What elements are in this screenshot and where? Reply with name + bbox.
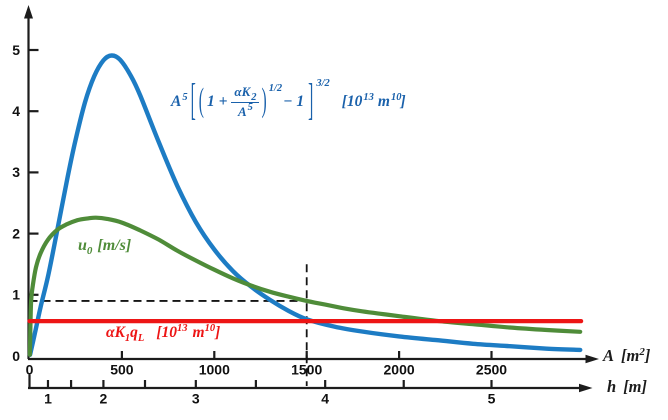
bracket-exponent: 3/2 xyxy=(316,77,330,89)
red-units: [1013 m10] xyxy=(156,323,221,341)
red-line-label: αK1qL [1013 m10] xyxy=(106,323,221,344)
x-tick-label: 1000 xyxy=(199,362,230,378)
big-left-paren: ( xyxy=(198,83,204,120)
x-axis-h-label: h [m] xyxy=(607,377,648,396)
green-curve-label: u0 [m/s] xyxy=(78,237,132,257)
paren-exponent: 1/2 xyxy=(268,82,283,94)
y-tick-label: 1 xyxy=(12,287,20,303)
h-tick-label: 5 xyxy=(488,391,496,407)
y-tick-label: 2 xyxy=(12,225,20,241)
x-tick-label: 500 xyxy=(110,362,134,378)
u0-curve xyxy=(27,215,583,357)
y-tick-label: 4 xyxy=(12,103,20,119)
h-tick-label: 3 xyxy=(192,391,200,407)
x-tick-label: 2500 xyxy=(476,362,507,378)
big-right-bracket: ] xyxy=(308,76,314,127)
x-tick-label: 0 xyxy=(26,362,34,378)
blue-curve-label: A5 [ ( 1 + αK2 A5 ) 1/2 − 1 ] 3/2 [1013 m… xyxy=(169,78,406,124)
y-tick-label: 5 xyxy=(12,42,20,58)
x-tick-label: 2000 xyxy=(384,362,415,378)
formula-minus-one: − 1 xyxy=(283,93,305,111)
h-axis-arrow xyxy=(579,383,593,393)
fraction-numerator: αK2 xyxy=(231,84,259,103)
fraction-denominator: A5 xyxy=(238,101,253,119)
big-right-paren: ) xyxy=(261,83,267,120)
y-tick-label: 3 xyxy=(12,164,20,180)
formula-base: A5 xyxy=(171,92,188,111)
formula-fraction: αK2 A5 xyxy=(231,84,259,120)
h-tick-label: 2 xyxy=(100,391,108,407)
h-tick-label: 1 xyxy=(44,391,52,407)
y-axis-arrow xyxy=(24,5,33,19)
formula-one-plus: 1 + xyxy=(206,93,228,111)
x-axis-arrow xyxy=(585,354,599,364)
h-tick-label: 4 xyxy=(321,391,329,407)
blue-units: [1013 m10] xyxy=(341,92,406,111)
A5-bracket-formula-curve xyxy=(27,53,583,357)
big-left-bracket: [ xyxy=(190,76,196,127)
x-axis-A-label: A [m2] xyxy=(603,346,651,365)
y-tick-label: 0 xyxy=(12,348,20,364)
